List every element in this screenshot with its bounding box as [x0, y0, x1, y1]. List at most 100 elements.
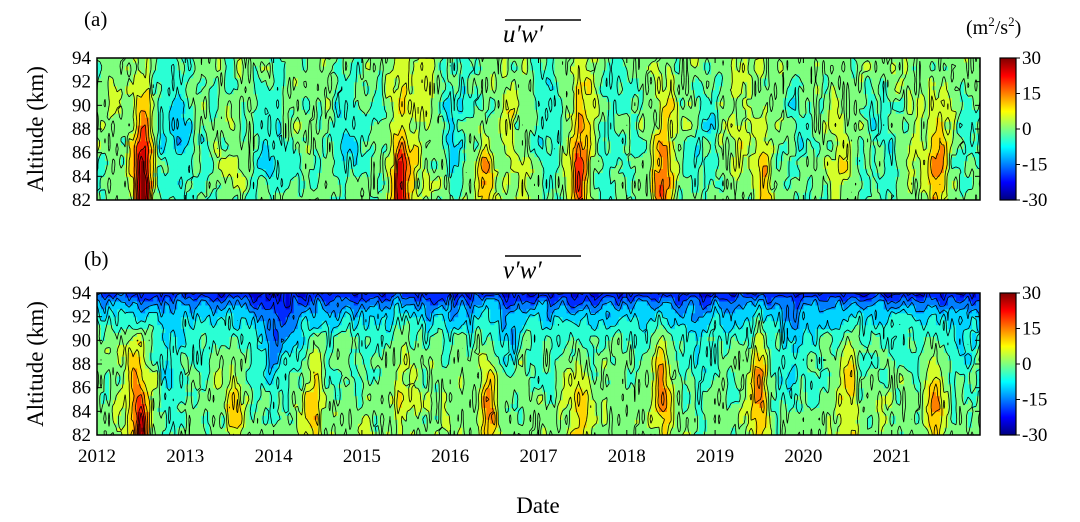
heatmap-cell: [891, 176, 897, 181]
heatmap-cell: [197, 176, 202, 181]
heatmap-cell: [253, 113, 259, 118]
heatmap-cell: [959, 176, 965, 181]
heatmap-cell: [341, 196, 347, 200]
heatmap-cell: [618, 196, 624, 200]
heatmap-cell: [442, 164, 447, 170]
heatmap-cell: [582, 129, 588, 134]
heatmap-cell: [201, 196, 206, 200]
heatmap-cell: [799, 192, 804, 197]
heatmap-cell: [963, 121, 969, 126]
heatmap-cell: [454, 168, 459, 173]
heatmap-cell: [458, 156, 463, 162]
heatmap-cell: [731, 196, 736, 200]
heatmap-cell: [787, 192, 792, 197]
heatmap-cell: [538, 121, 544, 126]
heatmap-cell: [518, 132, 524, 138]
heatmap-cell: [598, 192, 604, 197]
heatmap-cell: [157, 184, 162, 189]
heatmap-cell: [903, 148, 909, 154]
heatmap-cell: [137, 152, 142, 158]
heatmap-cell: [470, 160, 475, 166]
heatmap-cell: [807, 188, 813, 193]
heatmap-cell: [574, 121, 580, 126]
heatmap-cell: [289, 184, 295, 189]
heatmap-cell: [385, 121, 391, 126]
heatmap-cell: [634, 156, 640, 162]
heatmap-cell: [357, 196, 363, 200]
heatmap-cell: [422, 109, 427, 114]
heatmap-cell: [975, 192, 980, 197]
heatmap-cell: [743, 140, 748, 146]
heatmap-cell: [109, 176, 114, 181]
heatmap-cell: [843, 113, 849, 118]
heatmap-cell: [542, 188, 548, 193]
heatmap-cell: [654, 172, 660, 177]
heatmap-cell: [658, 144, 664, 150]
heatmap-cell: [353, 148, 359, 154]
heatmap-cell: [237, 192, 243, 197]
heatmap-cell: [947, 192, 953, 197]
heatmap-cell: [755, 196, 760, 200]
heatmap-cell: [229, 132, 235, 138]
heatmap-cell: [626, 129, 632, 134]
heatmap-cell: [582, 113, 588, 118]
heatmap-cell: [530, 140, 536, 146]
heatmap-cell: [823, 140, 829, 146]
heatmap-cell: [117, 168, 122, 173]
heatmap-cell: [470, 152, 475, 158]
heatmap-cell: [815, 132, 821, 138]
heatmap-cell: [839, 132, 845, 138]
heatmap-cell: [574, 156, 580, 162]
heatmap-cell: [394, 184, 399, 189]
heatmap-cell: [482, 192, 487, 197]
heatmap-cell: [209, 192, 214, 197]
heatmap-cell: [293, 132, 299, 138]
heatmap-cell: [763, 148, 768, 154]
heatmap-cell: [947, 188, 953, 193]
heatmap-cell: [518, 172, 524, 177]
heatmap-cell: [723, 192, 728, 197]
heatmap-cell: [610, 172, 616, 177]
heatmap-cell: [181, 129, 186, 134]
heatmap-cell: [887, 144, 893, 150]
heatmap-cell: [337, 132, 343, 138]
heatmap-cell: [422, 188, 427, 193]
heatmap-cell: [213, 144, 219, 150]
heatmap-cell: [458, 140, 463, 146]
heatmap-cell: [622, 188, 628, 193]
heatmap-cell: [466, 188, 471, 193]
heatmap-cell: [763, 184, 768, 189]
heatmap-cell: [955, 164, 961, 170]
heatmap-cell: [578, 121, 584, 126]
heatmap-cell: [394, 180, 399, 185]
heatmap-cell: [767, 172, 772, 177]
heatmap-cell: [763, 121, 768, 126]
heatmap-cell: [273, 172, 279, 177]
heatmap-cell: [221, 148, 227, 154]
heatmap-cell: [971, 184, 977, 189]
heatmap-cell: [482, 168, 487, 173]
heatmap-cell: [795, 188, 800, 193]
heatmap-cell: [177, 172, 182, 177]
heatmap-cell: [586, 192, 592, 197]
heatmap-cell: [446, 192, 451, 197]
heatmap-cell: [735, 117, 740, 122]
heatmap-cell: [947, 160, 953, 166]
heatmap-cell: [642, 176, 648, 181]
heatmap-cell: [787, 121, 792, 126]
heatmap-cell: [570, 180, 576, 185]
heatmap-cell: [193, 160, 198, 166]
heatmap-cell: [478, 125, 483, 130]
heatmap-cell: [562, 188, 568, 193]
heatmap-cell: [113, 156, 118, 162]
heatmap-cell: [133, 196, 138, 200]
heatmap-cell: [650, 113, 656, 118]
heatmap-cell: [514, 144, 520, 150]
heatmap-cell: [719, 176, 724, 181]
heatmap-cell: [265, 192, 271, 197]
heatmap-cell: [333, 144, 339, 150]
heatmap-cell: [711, 156, 716, 162]
heatmap-cell: [462, 109, 467, 114]
heatmap-cell: [899, 148, 905, 154]
heatmap-cell: [285, 129, 291, 134]
